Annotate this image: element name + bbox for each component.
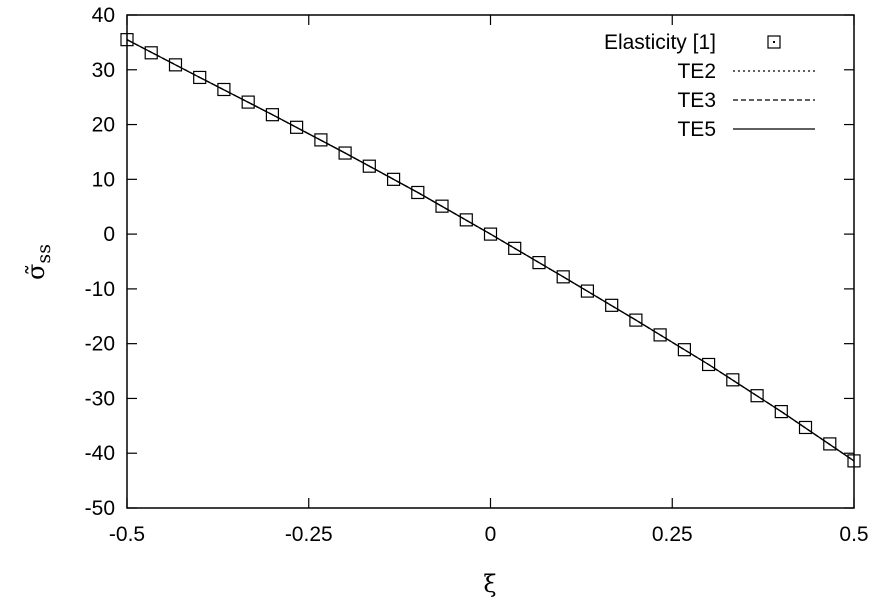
data-point-marker: [701, 357, 716, 372]
data-point-marker: [193, 70, 207, 85]
x-axis-label: ξ: [483, 570, 496, 598]
data-point-marker: [483, 227, 498, 241]
y-axis-label-main: σ̃: [22, 264, 50, 280]
y-tick-label: 0: [103, 223, 115, 246]
data-point-marker: [653, 328, 667, 342]
data-point-marker: [362, 159, 376, 173]
data-point-marker: [217, 82, 231, 97]
data-point-marker: [314, 133, 328, 147]
legend-marker-dot: [773, 41, 775, 43]
data-point-marker: [847, 454, 861, 468]
x-tick-label: -0.25: [285, 523, 333, 546]
data-point-marker: [265, 108, 279, 122]
data-point-marker: [411, 185, 425, 200]
y-tick-label: -40: [85, 442, 115, 465]
data-point-marker: [726, 373, 740, 387]
y-tick-label: -20: [85, 333, 115, 356]
legend-label: TE5: [677, 118, 716, 141]
legend-label: TE3: [677, 89, 716, 112]
legend-label: Elasticity [1]: [604, 31, 716, 54]
legend-marker: [767, 35, 781, 49]
data-point-marker: [556, 270, 570, 284]
data-point-marker: [459, 213, 473, 227]
data-point-marker: [338, 146, 352, 160]
y-tick-label: -50: [85, 497, 115, 520]
y-tick-label: -30: [85, 387, 115, 410]
x-tick-label: -0.5: [109, 523, 145, 546]
data-point-marker: [386, 172, 401, 186]
x-tick-label: 0.25: [652, 523, 693, 546]
data-point-marker: [508, 241, 522, 255]
data-point-marker: [290, 120, 304, 134]
data-point-marker: [532, 255, 546, 270]
data-point-marker: [144, 46, 158, 60]
y-tick-label: 40: [92, 4, 115, 27]
plot-frame: [126, 14, 855, 509]
data-point-marker: [435, 199, 449, 213]
data-point-marker: [823, 437, 837, 451]
data-point-marker: [120, 33, 134, 47]
series-line-te5: [126, 39, 855, 462]
series-line-te2: [126, 39, 855, 462]
y-tick-label: -10: [85, 278, 115, 301]
y-tick-label: 10: [92, 168, 115, 191]
data-point-marker: [774, 404, 788, 419]
data-point-marker: [798, 420, 813, 435]
y-axis-label-subscript: ss: [33, 244, 55, 264]
data-point-marker: [241, 95, 255, 109]
series-line-te3: [126, 39, 855, 462]
x-tick-label: 0: [485, 523, 497, 546]
svg-text:σ̃ss: σ̃ss: [22, 244, 55, 280]
legend: Elasticity [1] TE2 TE3 TE5: [604, 31, 815, 141]
data-point-marker: [168, 58, 183, 72]
data-point-marker: [677, 343, 691, 357]
ticks-group: -50 -40 -30 -20 -10 0 10 20 30 40 -0.5 -0.25 0 0.25 0.…: [85, 4, 869, 546]
series-lines-group: [126, 39, 855, 462]
markers-group: [120, 33, 861, 468]
data-point-marker: [629, 313, 643, 327]
y-tick-label: 20: [92, 114, 115, 137]
legend-label: TE2: [677, 60, 716, 83]
data-point-marker: [580, 284, 595, 298]
data-point-marker: [750, 389, 764, 403]
y-tick-label: 30: [92, 59, 115, 82]
x-tick-label: 0.5: [839, 523, 868, 546]
y-axis-label: σ̃ss: [22, 244, 55, 280]
data-point-marker: [605, 298, 619, 312]
